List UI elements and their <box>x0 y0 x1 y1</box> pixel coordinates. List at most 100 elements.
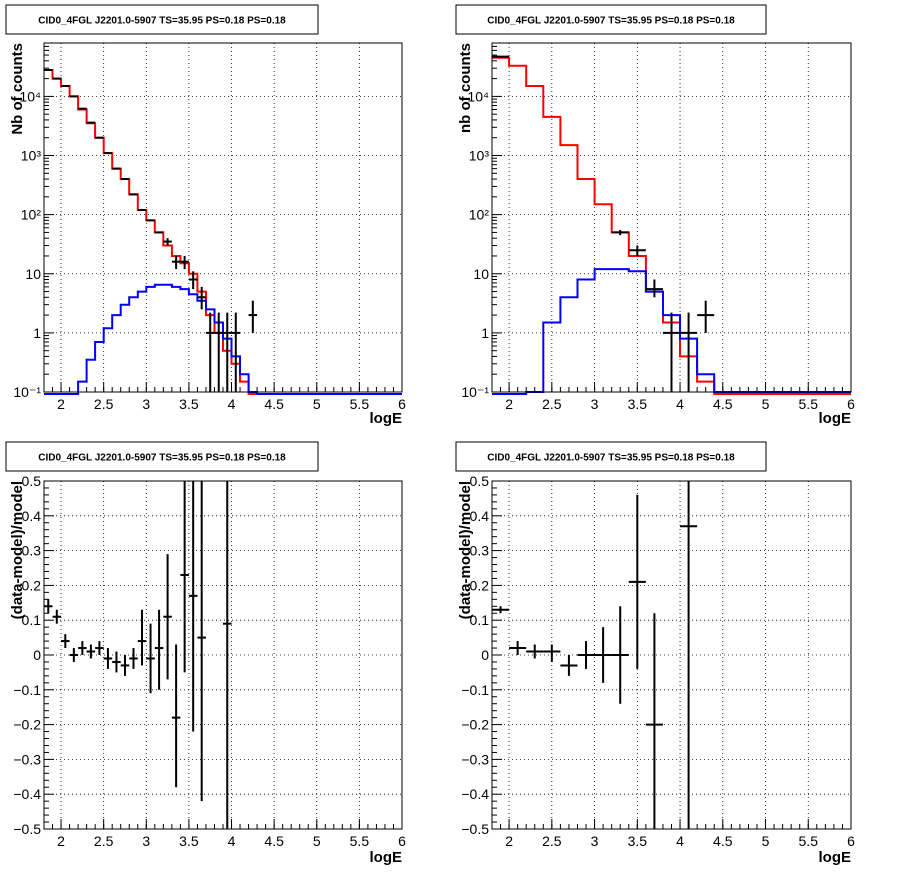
y-tick-label: 0.3 <box>470 543 490 559</box>
data-point <box>95 641 104 655</box>
x-axis-label: logE <box>370 410 403 427</box>
y-tick-label: −0.4 <box>13 786 41 802</box>
plot-frame <box>43 42 403 393</box>
x-tick-label: 5 <box>762 396 770 412</box>
chart-title-box <box>455 441 767 472</box>
x-tick-label: 4 <box>676 833 684 849</box>
y-tick-label: −0.2 <box>461 717 489 733</box>
data-point <box>223 481 232 829</box>
x-tick-label: 3 <box>591 396 599 412</box>
chart-title: CID0_4FGL J2201.0-5907 TS=35.95 PS=0.18 … <box>38 16 286 27</box>
data-point <box>171 255 181 270</box>
data-point <box>560 655 578 676</box>
x-tick-label: 2 <box>57 833 65 849</box>
y-tick-label: 0.2 <box>22 577 42 593</box>
y-axis-label: Nb of counts <box>9 43 26 135</box>
data-point <box>223 312 232 392</box>
y-tick-label: 1 <box>33 325 41 341</box>
y-tick-label: 10² <box>21 207 42 223</box>
y-tick-label: −0.1 <box>461 682 489 698</box>
y-tick-label: −0.3 <box>13 751 41 767</box>
chart-panel-3: CID0_4FGL J2201.0-5907 TS=35.95 PS=0.18 … <box>5 441 406 866</box>
data-point <box>509 641 527 655</box>
x-tick-label: 3.5 <box>179 396 199 412</box>
data-point <box>69 648 79 662</box>
y-tick-label: 0.3 <box>22 543 42 559</box>
x-axis-label: logE <box>819 849 852 866</box>
series-line-1 <box>492 56 851 395</box>
x-tick-label: 6 <box>847 833 855 849</box>
x-tick-label: 4.5 <box>713 833 733 849</box>
plot-frame <box>43 480 403 830</box>
y-tick-label: −0.4 <box>461 786 489 802</box>
data-point <box>78 641 87 655</box>
x-tick-label: 4 <box>228 833 236 849</box>
x-tick-label: 5.5 <box>799 396 819 412</box>
y-tick-label: 0.1 <box>470 612 490 628</box>
data-point <box>248 300 258 333</box>
plot-frame <box>491 480 852 830</box>
data-point <box>628 245 646 256</box>
x-axis-label: logE <box>370 849 403 866</box>
y-tick-label: 0 <box>481 647 489 663</box>
x-tick-label: 4 <box>228 396 236 412</box>
x-tick-label: 3.5 <box>179 833 199 849</box>
y-tick-label: 0.2 <box>470 577 490 593</box>
chart-title: CID0_4FGL J2201.0-5907 TS=35.95 PS=0.18 … <box>487 453 735 464</box>
x-tick-label: 5.5 <box>350 396 370 412</box>
data-point <box>645 279 663 298</box>
data-point <box>628 494 646 669</box>
x-tick-label: 6 <box>398 833 406 849</box>
x-tick-label: 3 <box>142 833 150 849</box>
y-tick-label: 10² <box>469 207 490 223</box>
data-point <box>103 648 113 669</box>
x-tick-label: 5 <box>313 396 321 412</box>
x-tick-label: 5 <box>762 833 770 849</box>
data-point <box>214 312 223 392</box>
x-tick-label: 3 <box>591 833 599 849</box>
data-point <box>662 312 681 392</box>
x-tick-label: 2.5 <box>94 833 114 849</box>
y-axis-label: (data-model)/model <box>9 481 26 619</box>
y-tick-label: 0.5 <box>470 473 490 489</box>
y-tick-label: 10⁻¹ <box>13 384 41 400</box>
series-line-2 <box>44 283 402 395</box>
chart-title-box <box>5 441 319 472</box>
x-tick-label: 2.5 <box>542 396 562 412</box>
data-point <box>44 599 53 614</box>
x-tick-label: 2 <box>505 833 513 849</box>
y-tick-label: 0.5 <box>22 473 42 489</box>
y-tick-label: −0.5 <box>461 821 489 837</box>
data-point <box>188 481 198 732</box>
data-point <box>188 271 198 290</box>
x-tick-label: 3.5 <box>628 396 648 412</box>
chart-panel-2: CID0_4FGL J2201.0-5907 TS=35.95 PS=0.18 … <box>455 4 855 427</box>
chart-panel-4: CID0_4FGL J2201.0-5907 TS=35.95 PS=0.18 … <box>455 441 855 866</box>
chart-title: CID0_4FGL J2201.0-5907 TS=35.95 PS=0.18 … <box>487 16 735 27</box>
data-point <box>120 655 130 676</box>
x-tick-label: 3.5 <box>628 833 648 849</box>
y-tick-label: 1 <box>481 325 489 341</box>
data-point <box>577 641 595 669</box>
data-point <box>146 623 155 694</box>
data-point <box>611 606 629 704</box>
data-point <box>197 286 206 310</box>
plot-frame <box>491 42 852 393</box>
y-tick-label: 0 <box>33 647 41 663</box>
chart-title-box <box>5 4 319 35</box>
y-tick-label: 0.1 <box>22 612 42 628</box>
data-point <box>611 229 629 236</box>
x-tick-label: 2.5 <box>94 396 114 412</box>
x-axis-label: logE <box>819 410 852 427</box>
x-tick-label: 3 <box>142 396 150 412</box>
y-tick-label: 0.4 <box>22 508 42 524</box>
x-tick-label: 2.5 <box>542 833 562 849</box>
y-tick-label: −0.1 <box>13 682 41 698</box>
data-point <box>231 312 241 392</box>
y-tick-label: −0.2 <box>13 717 41 733</box>
x-tick-label: 5.5 <box>799 833 819 849</box>
y-axis-label: (data-model)/model <box>457 481 474 619</box>
y-tick-label: −0.3 <box>461 751 489 767</box>
data-point <box>594 627 612 683</box>
